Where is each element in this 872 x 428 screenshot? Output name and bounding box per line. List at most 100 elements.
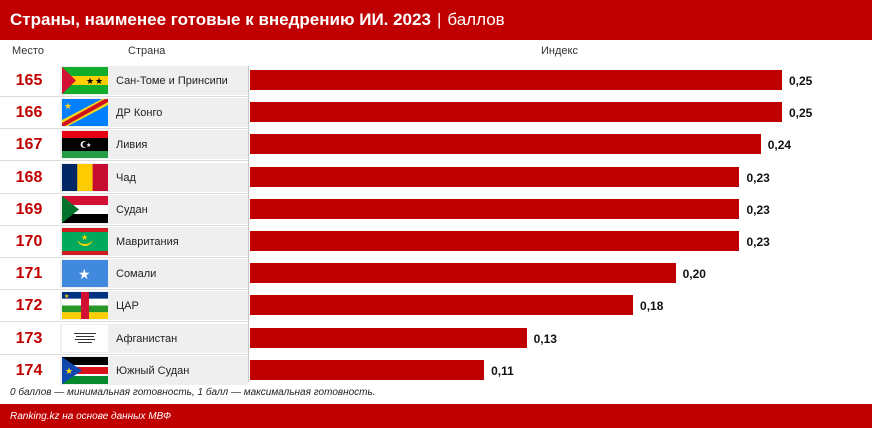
chart-row: 174 ★ Южный Судан 0,11: [0, 356, 872, 385]
country-cell: ★ Южный Судан: [60, 356, 248, 385]
plot-cell: 0,20: [248, 259, 872, 288]
bar: [250, 360, 485, 380]
axis-baseline: [248, 66, 249, 382]
chart-footer: Ranking.kz на основе данных МВФ: [0, 404, 872, 428]
libya-flag-icon: ★: [62, 131, 108, 158]
plot-cell: 0,23: [248, 227, 872, 256]
rank-label: 168: [0, 163, 58, 192]
data-label: 0,23: [746, 170, 770, 185]
row-divider: [0, 128, 248, 129]
chart-note: 0 баллов — минимальная готовность, 1 бал…: [10, 387, 376, 398]
svg-text:★: ★: [64, 102, 72, 112]
chart-row: 166 ★ ДР Конго 0,25: [0, 98, 872, 127]
bar: [250, 295, 634, 315]
category-label: Сан-Томе и Принсипи: [116, 74, 228, 87]
chad-flag-icon: [62, 164, 108, 191]
chart-row: 172 ★ ЦАР 0,18: [0, 291, 872, 320]
data-label: 0,24: [767, 137, 792, 152]
category-label: Мавритания: [116, 235, 179, 248]
svg-text:★: ★: [95, 77, 103, 87]
chart-row: 171 ★ Сомали 0,20: [0, 259, 872, 288]
chart-row: 169 Судан 0,23: [0, 195, 872, 224]
country-cell: ★ ДР Конго: [60, 98, 248, 127]
bar: [250, 134, 761, 154]
rank-label: 171: [0, 259, 58, 288]
plot-cell: 0,24: [248, 130, 872, 159]
chart-row: 168 Чад 0,23: [0, 163, 872, 192]
rank-label: 167: [0, 130, 58, 159]
row-divider: [0, 289, 248, 290]
category-label: Чад: [116, 171, 136, 184]
category-label: Судан: [116, 203, 148, 216]
row-divider: [0, 96, 248, 97]
country-cell: ★ Сомали: [60, 259, 248, 288]
chart-row: 167 ★ Ливия 0,24: [0, 130, 872, 159]
sudan-flag-icon: [62, 196, 108, 223]
title-separator: |: [436, 10, 442, 29]
chart-unit: баллов: [447, 10, 505, 29]
row-divider: [0, 257, 248, 258]
plot-cell: 0,11: [248, 356, 872, 385]
data-label: 0,23: [746, 234, 770, 249]
row-divider: [0, 193, 248, 194]
source-text: Ranking.kz на основе данных МВФ: [10, 410, 172, 422]
rank-label: 166: [0, 98, 58, 127]
data-label: 0,23: [746, 202, 770, 217]
category-label: ЦАР: [116, 299, 139, 312]
plot-cell: 0,25: [248, 66, 872, 95]
country-cell: ★ ★ Сан-Томе и Принсипи: [60, 66, 248, 95]
category-label: Афганистан: [116, 332, 178, 345]
svg-text:★: ★: [81, 233, 88, 242]
afghanistan-flag-icon: [62, 325, 108, 352]
column-header-country: Страна: [128, 45, 166, 57]
somalia-flag-icon: ★: [62, 260, 108, 287]
rank-label: 169: [0, 195, 58, 224]
row-divider: [0, 354, 248, 355]
bar: [250, 70, 782, 90]
data-label: 0,20: [682, 266, 706, 281]
rank-label: 173: [0, 324, 58, 353]
category-label: Ливия: [116, 138, 148, 151]
country-cell: Чад: [60, 163, 248, 192]
chart-header: Страны, наименее готовые к внедрению ИИ.…: [0, 0, 872, 40]
dr-congo-flag-icon: ★: [62, 99, 108, 126]
svg-text:★: ★: [78, 267, 91, 283]
row-divider: [0, 321, 248, 322]
column-header-rank: Место: [12, 45, 44, 57]
rank-label: 165: [0, 66, 58, 95]
plot-cell: 0,23: [248, 195, 872, 224]
chart-title: Страны, наименее готовые к внедрению ИИ.…: [10, 10, 431, 29]
data-label: 0,11: [491, 363, 514, 378]
chart-row: 170 ★ Мавритания 0,23: [0, 227, 872, 256]
country-cell: ★ ЦАР: [60, 291, 248, 320]
category-label: ДР Конго: [116, 106, 163, 119]
row-divider: [0, 225, 248, 226]
country-cell: Афганистан: [60, 324, 248, 353]
category-label: Южный Судан: [116, 364, 190, 377]
svg-text:★: ★: [64, 293, 69, 300]
car-flag-icon: ★: [62, 292, 108, 319]
plot-cell: 0,23: [248, 163, 872, 192]
country-cell: ★ Ливия: [60, 130, 248, 159]
plot-cell: 0,18: [248, 291, 872, 320]
svg-text:★: ★: [86, 77, 94, 87]
rank-label: 170: [0, 227, 58, 256]
data-label: 0,25: [789, 105, 813, 120]
svg-text:★: ★: [65, 367, 73, 377]
mauritania-flag-icon: ★: [62, 228, 108, 255]
data-label: 0,18: [640, 298, 664, 313]
bar: [250, 263, 676, 283]
sao-tome-flag-icon: ★ ★: [62, 67, 108, 94]
plot-cell: 0,25: [248, 98, 872, 127]
svg-text:★: ★: [86, 142, 91, 149]
bar: [250, 102, 782, 122]
data-label: 0,25: [789, 73, 813, 88]
plot-cell: 0,13: [248, 324, 872, 353]
column-header-index: Индекс: [541, 45, 578, 57]
bar: [250, 231, 740, 251]
bar: [250, 328, 527, 348]
category-label: Сомали: [116, 267, 157, 280]
bar: [250, 199, 740, 219]
south-sudan-flag-icon: ★: [62, 357, 108, 384]
data-label: 0,13: [533, 331, 557, 346]
